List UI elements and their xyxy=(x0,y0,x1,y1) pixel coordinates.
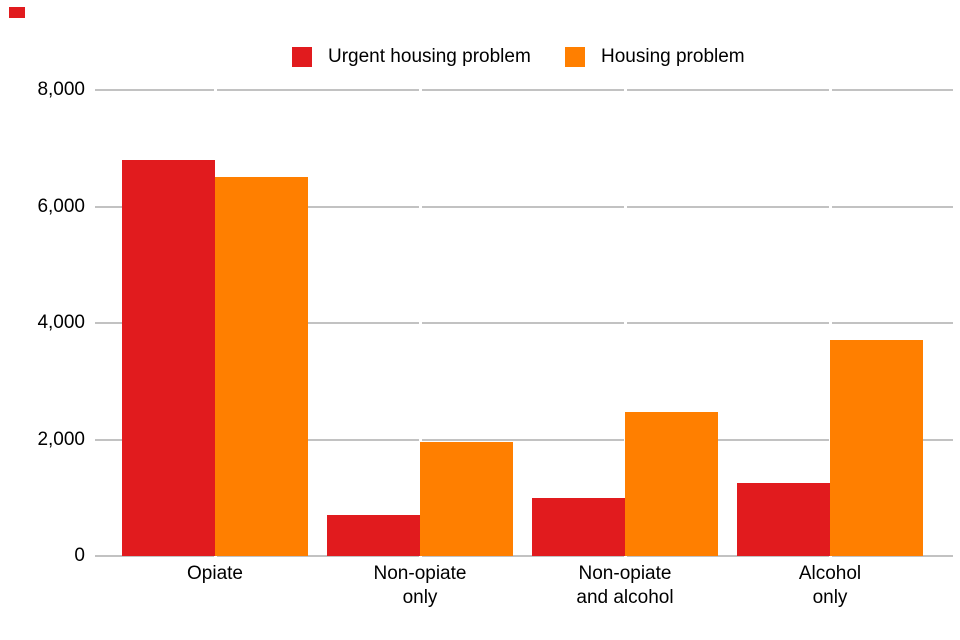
gridline xyxy=(421,89,624,91)
bar-urgent-housing-problem-alcohol-only xyxy=(737,483,830,556)
bar-housing-problem-opiate xyxy=(215,177,308,556)
gridline xyxy=(421,322,624,324)
bar-housing-problem-non-opiate-only xyxy=(420,442,513,556)
legend-label-urgent-housing-problem: Urgent housing problem xyxy=(328,46,531,67)
corner-marker xyxy=(9,7,25,18)
legend-swatch-urgent-housing-problem xyxy=(292,47,312,67)
gridline xyxy=(216,439,419,441)
y-axis-tick-label: 4,000 xyxy=(37,312,85,333)
gridline xyxy=(831,322,953,324)
gridline xyxy=(626,89,829,91)
x-axis-category-label-non-opiate-only: Non-opiate only xyxy=(373,563,467,608)
gridline xyxy=(216,322,419,324)
gridline xyxy=(421,439,624,441)
bar-housing-problem-alcohol-only xyxy=(830,340,923,556)
bar-urgent-housing-problem-non-opiate-only xyxy=(327,515,420,556)
y-axis-tick-label: 2,000 xyxy=(37,429,85,450)
gridline xyxy=(421,206,624,208)
gridline xyxy=(216,89,419,91)
bar-housing-problem-non-opiate-and-alcohol xyxy=(625,412,718,556)
x-axis-category-label-alcohol-only: Alcohol only xyxy=(798,563,862,608)
gridline xyxy=(831,555,953,557)
gridline xyxy=(95,555,214,557)
legend-swatch-housing-problem xyxy=(565,47,585,67)
y-axis-tick-label: 8,000 xyxy=(37,79,85,100)
x-axis-category-label-non-opiate-and-alcohol: Non-opiate and alcohol xyxy=(576,563,674,608)
x-axis-category-label-opiate: Opiate xyxy=(187,563,243,584)
gridline xyxy=(421,555,624,557)
gridline xyxy=(626,555,829,557)
y-axis-tick-label: 0 xyxy=(74,545,85,566)
gridline xyxy=(831,206,953,208)
gridline xyxy=(216,206,419,208)
chart-legend: Urgent housing problem Housing problem xyxy=(0,0,960,80)
bar-urgent-housing-problem-opiate xyxy=(122,160,215,556)
gridline xyxy=(626,322,829,324)
gridline xyxy=(626,439,829,441)
gridline xyxy=(626,206,829,208)
gridline xyxy=(95,89,214,91)
gridline xyxy=(216,555,419,557)
legend-label-housing-problem: Housing problem xyxy=(601,46,745,67)
bar-urgent-housing-problem-non-opiate-and-alcohol xyxy=(532,498,625,556)
y-axis-tick-label: 6,000 xyxy=(37,196,85,217)
gridline xyxy=(831,89,953,91)
